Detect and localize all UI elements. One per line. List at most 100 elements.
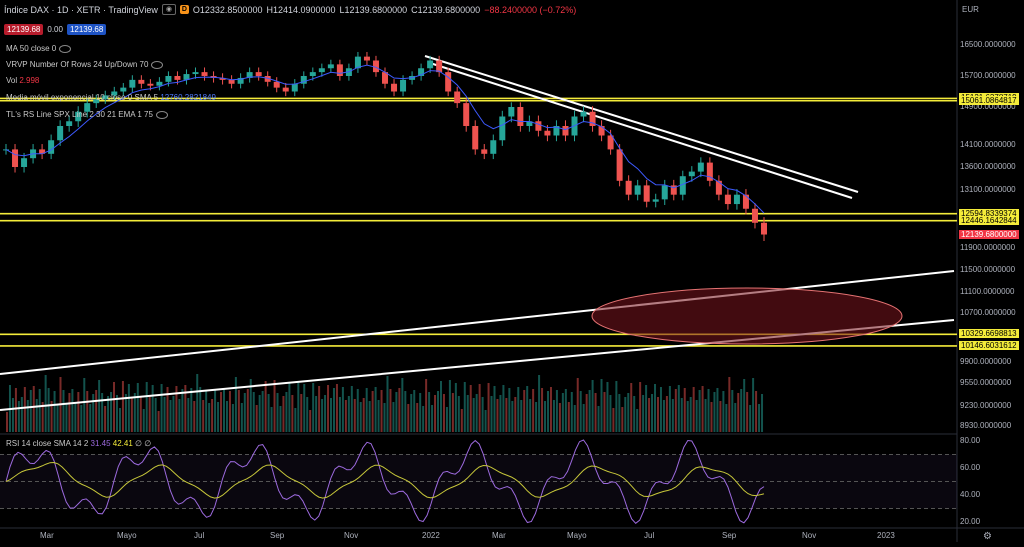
candle-body[interactable]: [156, 81, 163, 86]
candle-body[interactable]: [616, 149, 623, 181]
candle-body[interactable]: [670, 185, 677, 195]
candle-body[interactable]: [309, 72, 316, 76]
candle-body[interactable]: [679, 176, 686, 195]
candle-body[interactable]: [273, 81, 280, 88]
candle-body[interactable]: [562, 126, 569, 136]
candle-body[interactable]: [508, 107, 515, 117]
symbol-title[interactable]: Índice DAX · 1D · XETR · TradingView: [4, 4, 158, 15]
settings-icon[interactable]: ⚙: [983, 531, 992, 542]
indicator-ma[interactable]: MA 50 close 0: [6, 44, 72, 53]
candle-body[interactable]: [300, 76, 307, 84]
candle-body[interactable]: [327, 64, 334, 69]
indicator-vol[interactable]: Vol 2.998: [6, 76, 39, 85]
candle-body[interactable]: [354, 56, 361, 69]
candle-body[interactable]: [643, 185, 650, 202]
candle-body[interactable]: [742, 194, 749, 209]
indicator-ema[interactable]: Media móvil exponencial 10 close 0 SMA 5…: [6, 93, 216, 102]
candle-body[interactable]: [418, 68, 425, 76]
candle-body[interactable]: [147, 83, 154, 86]
trend-line[interactable]: [0, 270, 955, 375]
candle-body[interactable]: [535, 121, 542, 131]
sell-price-box[interactable]: 12139.68: [4, 24, 44, 35]
buy-price-box[interactable]: 12139.68: [66, 24, 107, 35]
trend-line[interactable]: [424, 55, 859, 193]
candle-body[interactable]: [84, 103, 91, 112]
candle-body[interactable]: [751, 208, 758, 223]
candle-body[interactable]: [688, 171, 695, 177]
candle-body[interactable]: [174, 76, 181, 80]
candle-body[interactable]: [661, 185, 668, 200]
eye-icon[interactable]: ◉: [161, 4, 176, 15]
candle-body[interactable]: [264, 76, 271, 82]
candle-body[interactable]: [192, 72, 199, 75]
indicator-rsline[interactable]: TL's RS Line SPX Line 2 30 21 EMA 1 75: [6, 110, 168, 119]
candle-body[interactable]: [463, 103, 470, 126]
candle-body[interactable]: [589, 111, 596, 126]
rsi-line[interactable]: [5, 439, 765, 524]
candle-body[interactable]: [652, 199, 659, 202]
candle-body[interactable]: [517, 107, 524, 126]
trend-line[interactable]: [429, 62, 853, 199]
candle-body[interactable]: [706, 162, 713, 181]
eye-icon[interactable]: [151, 60, 164, 69]
candle-body[interactable]: [75, 111, 82, 122]
highlight-ellipse[interactable]: [591, 287, 903, 345]
candle-body[interactable]: [228, 79, 235, 84]
d-badge[interactable]: D: [179, 5, 189, 14]
candle-body[interactable]: [490, 140, 497, 154]
candle-body[interactable]: [129, 79, 136, 88]
candle-body[interactable]: [66, 121, 73, 126]
candle-body[interactable]: [382, 72, 388, 84]
candle-body[interactable]: [724, 194, 731, 205]
candle-body[interactable]: [102, 95, 109, 100]
candle-body[interactable]: [607, 135, 614, 150]
candle-body[interactable]: [400, 79, 407, 92]
rsi-sma-line[interactable]: [5, 461, 765, 499]
candle-body[interactable]: [436, 60, 443, 73]
candle-body[interactable]: [427, 60, 434, 69]
candle-body[interactable]: [246, 72, 253, 78]
eye-icon[interactable]: [155, 110, 168, 119]
candle-body[interactable]: [634, 185, 641, 195]
candle-body[interactable]: [391, 83, 398, 92]
candle-body[interactable]: [219, 77, 226, 80]
candle-body[interactable]: [291, 83, 298, 92]
candle-body[interactable]: [12, 149, 19, 167]
candle-body[interactable]: [336, 64, 343, 76]
candle-body[interactable]: [761, 222, 767, 235]
candle-body[interactable]: [715, 180, 722, 195]
indicator-vrvp[interactable]: VRVP Number Of Rows 24 Up/Down 70: [6, 60, 164, 69]
candle-body[interactable]: [363, 56, 370, 61]
candle-body[interactable]: [165, 76, 172, 82]
candle-body[interactable]: [138, 79, 145, 84]
candle-body[interactable]: [544, 130, 551, 136]
candle-body[interactable]: [598, 126, 605, 136]
candle-body[interactable]: [57, 126, 64, 141]
candle-body[interactable]: [21, 158, 28, 167]
candle-body[interactable]: [282, 87, 289, 92]
candle-body[interactable]: [733, 194, 740, 205]
candle-body[interactable]: [183, 74, 190, 80]
eye-icon[interactable]: [59, 44, 72, 53]
candle-body[interactable]: [499, 116, 506, 141]
candle-body[interactable]: [318, 68, 325, 73]
candle-body[interactable]: [445, 72, 452, 92]
candle-body[interactable]: [481, 149, 488, 154]
candle-body[interactable]: [111, 91, 118, 96]
candle-body[interactable]: [237, 77, 244, 84]
candle-body[interactable]: [39, 149, 46, 154]
candle-body[interactable]: [697, 162, 704, 172]
candle-body[interactable]: [255, 72, 262, 76]
candle-body[interactable]: [526, 121, 533, 126]
candle-body[interactable]: [580, 111, 587, 117]
rsi-legend[interactable]: RSI 14 close SMA 14 2 31.45 42.41 ∅ ∅: [6, 439, 151, 448]
candle-body[interactable]: [120, 87, 127, 92]
candle-body[interactable]: [553, 126, 560, 136]
candle-body[interactable]: [93, 99, 100, 104]
candle-body[interactable]: [454, 91, 461, 104]
candle-body[interactable]: [372, 60, 379, 73]
candle-body[interactable]: [472, 126, 479, 150]
currency-label[interactable]: EUR: [962, 5, 979, 14]
